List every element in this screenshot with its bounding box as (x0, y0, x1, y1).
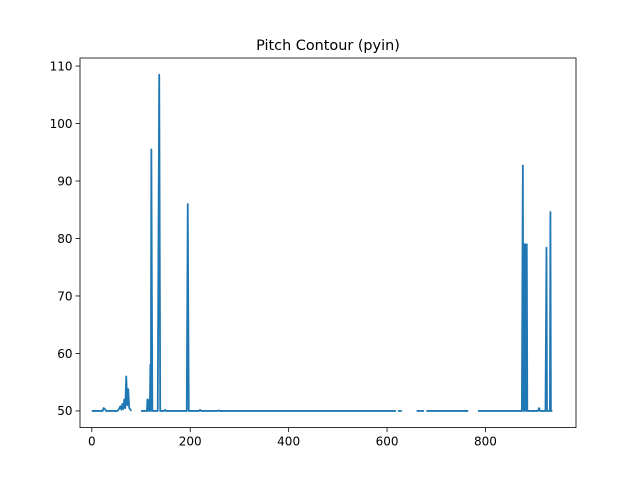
y-tick-label: 60 (57, 347, 72, 361)
series-segment-1 (91, 375, 132, 412)
x-tick-label: 200 (179, 435, 202, 449)
x-tick-label: 400 (277, 435, 300, 449)
y-tick-label: 100 (50, 117, 73, 131)
x-axis: 0 200 400 600 800 (88, 427, 497, 449)
x-tick-label: 800 (474, 435, 497, 449)
y-tick-label: 50 (57, 404, 72, 418)
y-tick-label: 80 (57, 232, 72, 246)
series-segment-2 (141, 73, 396, 412)
axes-frame (79, 57, 577, 429)
y-tick-label: 110 (50, 59, 73, 73)
y-tick-label: 90 (57, 174, 72, 188)
x-tick-label: 600 (376, 435, 399, 449)
y-tick-label: 70 (57, 289, 72, 303)
plot-area (91, 73, 553, 412)
y-axis: 50 60 70 80 90 100 110 (50, 59, 80, 418)
series-line (91, 73, 553, 412)
chart-title: Pitch Contour (pyin) (256, 38, 400, 54)
series-segment-6 (478, 164, 553, 412)
x-tick-label: 0 (88, 435, 96, 449)
